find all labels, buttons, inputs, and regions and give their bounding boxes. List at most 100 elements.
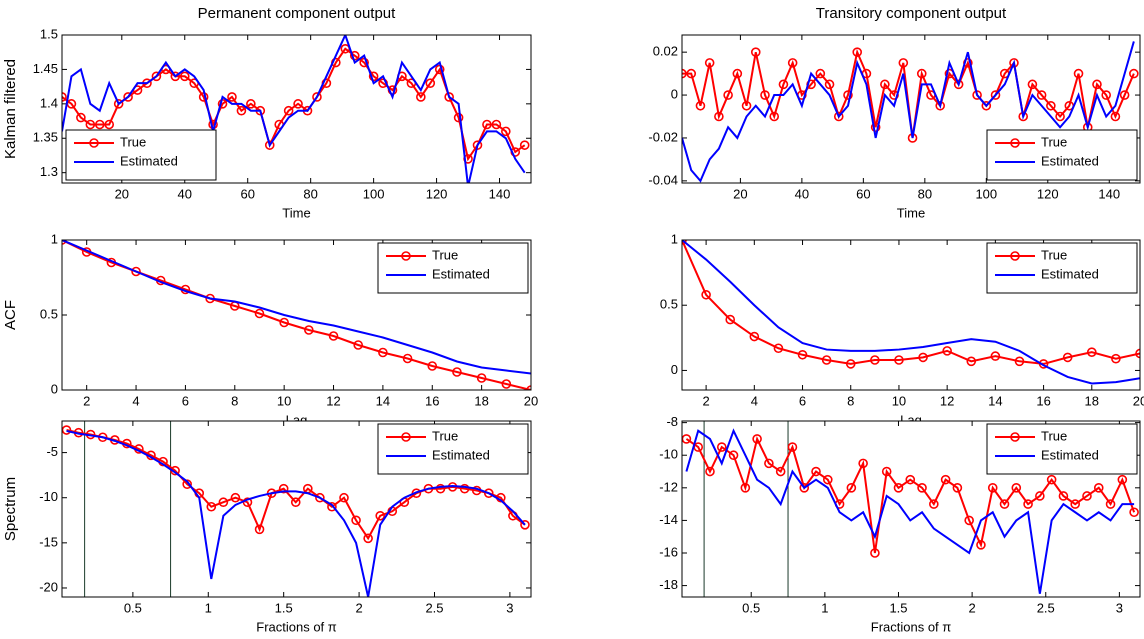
marker: [123, 92, 133, 102]
marker: [483, 488, 494, 499]
marker: [1135, 348, 1140, 359]
marker: [701, 289, 711, 300]
y-axis-label: Kalman filtered: [2, 59, 19, 159]
marker: [452, 367, 462, 377]
marker: [236, 105, 247, 116]
marker: [182, 479, 192, 489]
x-tick-label: 8: [231, 393, 238, 408]
marker: [917, 483, 927, 493]
marker: [1036, 90, 1047, 100]
marker: [1086, 347, 1097, 357]
marker: [378, 347, 388, 358]
x-tick-label: 3: [1116, 600, 1123, 615]
x-tick-label: 60: [856, 186, 870, 201]
x-tick-label: 10: [892, 393, 906, 408]
y-tick-label: -16: [659, 544, 678, 559]
marker: [254, 524, 265, 535]
marker: [990, 90, 1001, 100]
plot: [62, 35, 530, 183]
marker: [62, 92, 67, 102]
x-tick-label: 80: [303, 186, 317, 201]
x-tick-label: 14: [376, 393, 390, 408]
series-line: [682, 240, 1140, 385]
marker: [749, 331, 760, 342]
marker: [695, 100, 706, 111]
legend: True Estimated: [377, 423, 529, 475]
marker: [1073, 68, 1084, 79]
series-line: [66, 429, 526, 597]
marker: [880, 79, 890, 90]
marker: [964, 515, 974, 526]
series-line: [62, 240, 531, 375]
marker: [264, 140, 275, 150]
marker: [797, 349, 808, 360]
marker: [1046, 474, 1057, 485]
marker: [94, 119, 105, 130]
y-tick-label: 1.3: [40, 164, 58, 179]
plot: [62, 421, 530, 597]
legend-marker: [1010, 138, 1020, 148]
marker: [218, 497, 229, 508]
marker: [894, 355, 904, 365]
marker: [725, 314, 736, 325]
marker: [846, 483, 857, 493]
marker: [990, 351, 1001, 361]
y-tick-label: -5: [46, 444, 58, 459]
legend-label: Estimated: [1041, 447, 1099, 462]
marker: [686, 68, 697, 79]
marker: [444, 92, 454, 102]
x-tick-label: 2: [355, 600, 362, 615]
axes-box: [681, 239, 1141, 391]
x-tick-label: 12: [326, 393, 340, 408]
y-axis-label: ACF: [2, 300, 19, 330]
x-tick-label: 14: [988, 393, 1002, 408]
marker: [1046, 100, 1056, 111]
x-tick-label: 1.5: [889, 600, 907, 615]
legend-label: Estimated: [1041, 266, 1099, 281]
marker: [328, 331, 339, 341]
y-tick-label: -20: [39, 579, 58, 594]
marker: [491, 119, 502, 130]
x-tick-label: 0.5: [742, 600, 760, 615]
marker: [375, 510, 385, 521]
marker: [999, 499, 1010, 509]
marker: [1092, 79, 1102, 90]
marker: [953, 79, 964, 90]
marker: [881, 466, 892, 477]
panel-title: Permanent component output: [198, 5, 396, 22]
marker: [940, 474, 951, 485]
marker: [85, 119, 96, 130]
legend-label: Estimated: [1041, 153, 1099, 168]
legend-marker: [1010, 251, 1020, 261]
marker: [1129, 68, 1139, 79]
marker: [227, 92, 237, 102]
axes-box: [61, 34, 532, 184]
y-tick-label: 1.35: [33, 130, 58, 145]
marker: [714, 111, 724, 122]
marker: [775, 466, 786, 477]
legend: True Estimated: [65, 129, 217, 181]
marker: [870, 355, 880, 365]
marker: [206, 501, 217, 512]
marker: [351, 515, 361, 526]
marker: [752, 434, 762, 444]
x-tick-label: 120: [1037, 186, 1059, 201]
marker: [279, 317, 289, 328]
y-tick-label: -0.04: [648, 172, 678, 187]
y-tick-label: -10: [39, 489, 58, 504]
marker: [425, 78, 436, 88]
legend-marker: [401, 432, 411, 442]
marker: [278, 483, 289, 494]
marker: [283, 105, 294, 116]
axes-box: [681, 34, 1141, 184]
axes-box: [61, 239, 532, 391]
marker: [682, 68, 687, 79]
legend: True Estimated: [377, 242, 529, 294]
marker: [741, 100, 752, 111]
marker: [893, 483, 904, 493]
x-tick-label: 120: [426, 186, 448, 201]
marker: [363, 533, 373, 544]
marker: [843, 90, 853, 100]
legend-box: [377, 242, 529, 294]
legend-marker: [401, 251, 411, 261]
